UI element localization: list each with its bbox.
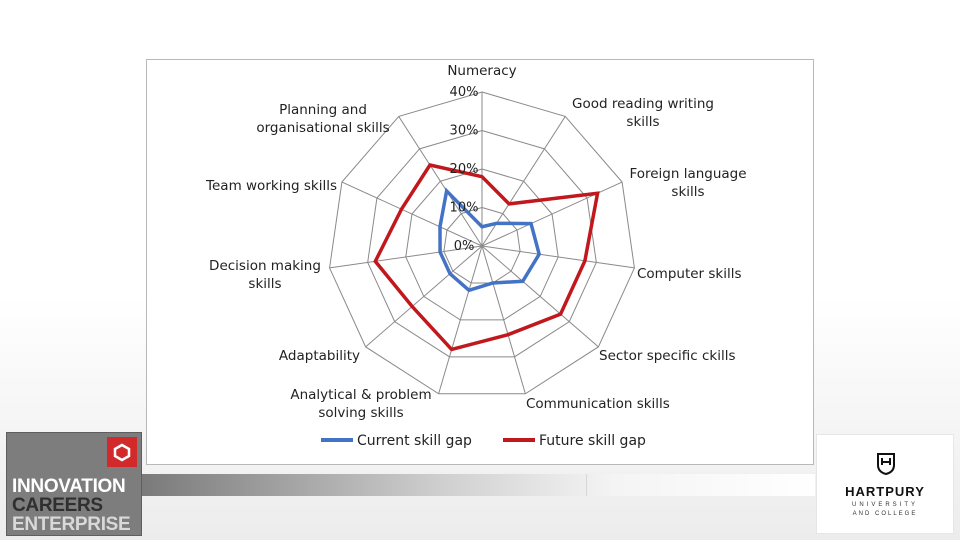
axis-label-6-line-1: solving skills bbox=[318, 405, 403, 421]
axis-label-2-line-1: skills bbox=[671, 184, 704, 200]
axis-label-4: Sector specific ckills bbox=[599, 348, 736, 364]
axis-label-6-line-0: Analytical & problem bbox=[290, 387, 431, 403]
axis-label-1-line-0: Good reading writing bbox=[572, 96, 714, 112]
grid-spoke-9 bbox=[341, 181, 483, 247]
tick-label-40: 40% bbox=[450, 85, 479, 100]
axis-label-5: Communication skills bbox=[526, 396, 670, 412]
axis-label-8-line-0: Decision making bbox=[209, 258, 321, 274]
hartpury-crest-icon bbox=[877, 453, 895, 475]
axis-label-1-line-1: skills bbox=[626, 114, 659, 130]
tick-label-20: 20% bbox=[450, 162, 479, 177]
hartpury-sub-2: AND COLLEGE bbox=[852, 511, 918, 517]
axis-label-9: Team working skills bbox=[205, 178, 337, 194]
axis-label-2: Foreign language skills bbox=[629, 166, 746, 200]
axis-label-0-line-0: Numeracy bbox=[447, 63, 516, 79]
tick-label-10: 10% bbox=[450, 201, 479, 216]
innovation-careers-enterprise-logo: INNOVATION CAREERS ENTERPRISE bbox=[6, 432, 142, 536]
radar-chart: 0% 10% 20% 30% 40% Numeracy Good reading writi… bbox=[205, 63, 747, 449]
legend-label-1: Future skill gap bbox=[539, 433, 646, 449]
hartpury-logo: HARTPURY UNIVERSITY AND COLLEGE bbox=[816, 434, 954, 534]
series-future-line bbox=[373, 163, 600, 352]
grid-spoke-3 bbox=[481, 245, 635, 269]
grid-spoke-7 bbox=[365, 245, 483, 348]
hartpury-name: HARTPURY bbox=[845, 484, 925, 499]
axis-label-9-line-0: Team working skills bbox=[205, 178, 337, 194]
axis-label-8: Decision making skills bbox=[209, 258, 321, 292]
ice-logo-line-1: INNOVATION bbox=[12, 476, 126, 497]
ice-logo-line-2: CAREERS bbox=[12, 495, 103, 516]
grid-ring-40 bbox=[329, 91, 635, 395]
grid-spoke-6 bbox=[438, 245, 483, 394]
axis-label-2-line-0: Foreign language bbox=[629, 166, 746, 182]
grid-spoke-8 bbox=[329, 245, 483, 269]
tick-label-30: 30% bbox=[450, 124, 479, 139]
series-current-line bbox=[438, 187, 542, 293]
ice-logo-line-3: ENTERPRISE bbox=[12, 514, 131, 535]
axis-label-0: Numeracy bbox=[447, 63, 516, 79]
legend-label-0: Current skill gap bbox=[357, 433, 472, 449]
grid-ring-10 bbox=[443, 206, 521, 284]
tick-label-0: 0% bbox=[454, 239, 475, 254]
grid-ring-20 bbox=[405, 168, 559, 321]
axis-label-10: Planning and organisational skills bbox=[256, 102, 389, 136]
axis-label-6: Analytical & problem solving skills bbox=[290, 387, 431, 421]
axis-label-10-line-0: Planning and bbox=[279, 102, 367, 118]
grid-spoke-5 bbox=[481, 245, 526, 394]
footer-gradient-bar bbox=[142, 474, 815, 496]
hartpury-sub-1: UNIVERSITY bbox=[851, 502, 918, 508]
radar-chart-panel: 0% 10% 20% 30% 40% Numeracy Good reading writi… bbox=[146, 59, 814, 465]
ice-badge-icon bbox=[107, 437, 137, 467]
grid-spoke-10 bbox=[398, 116, 483, 247]
grid-spoke-4 bbox=[481, 245, 599, 348]
axis-label-10-line-1: organisational skills bbox=[256, 120, 389, 136]
grid-ring-30 bbox=[367, 129, 597, 358]
axis-label-3: Computer skills bbox=[637, 266, 742, 282]
axis-label-8-line-1: skills bbox=[248, 276, 281, 292]
axis-label-4-line-0: Sector specific ckills bbox=[599, 348, 736, 364]
footer-divider bbox=[586, 474, 587, 496]
axis-label-1: Good reading writing skills bbox=[572, 96, 714, 130]
axis-label-3-line-0: Computer skills bbox=[637, 266, 742, 282]
axis-label-5-line-0: Communication skills bbox=[526, 396, 670, 412]
axis-label-7-line-0: Adaptability bbox=[279, 348, 360, 364]
axis-label-7: Adaptability bbox=[279, 348, 360, 364]
